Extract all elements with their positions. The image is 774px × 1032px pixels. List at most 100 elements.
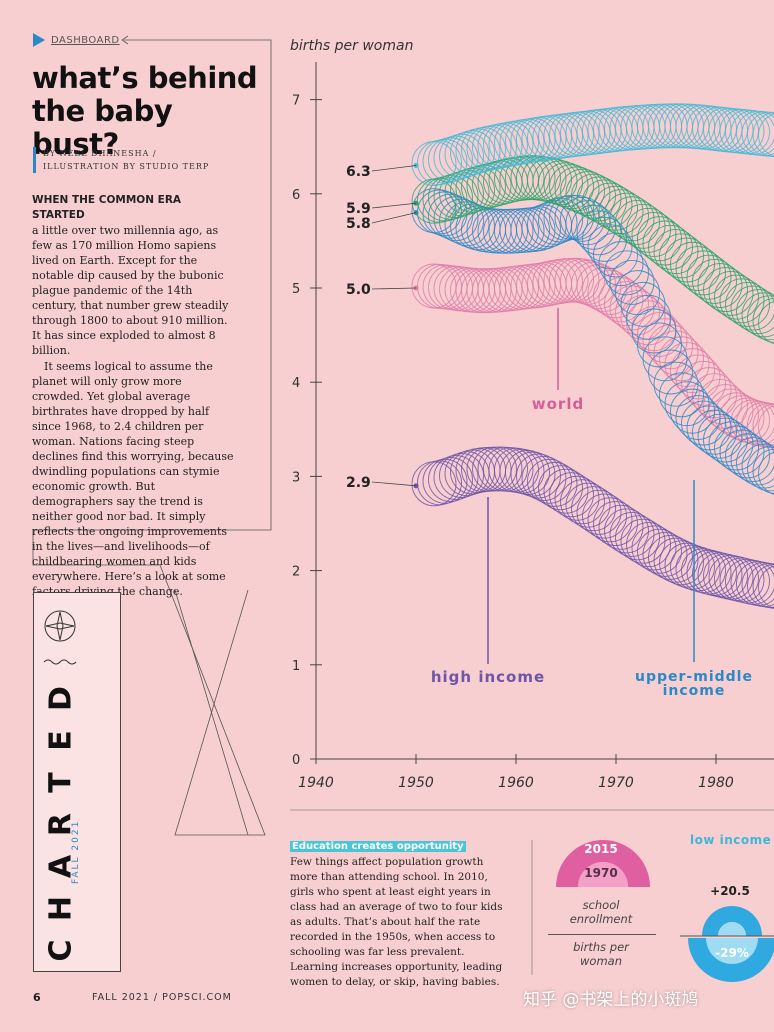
x-tick-label: 1940 [298, 775, 334, 791]
education-heading: Education creates opportunity [290, 841, 466, 852]
byline-author: BY NEEL DHANESHA / [43, 149, 157, 158]
page-title: what’s behind the baby bust? [32, 61, 258, 161]
series-ring [758, 565, 774, 609]
article-body: WHEN THE COMMON ERA STARTED a little ove… [32, 193, 234, 599]
series-ring [697, 552, 743, 598]
series-ring [747, 295, 774, 341]
axis-ticks: 0 1 2 3 4 5 6 7 1940 1950 1960 1970 1980 [292, 94, 774, 791]
section-tag-label[interactable]: DASHBOARD [51, 34, 120, 46]
series-ring [747, 446, 774, 492]
wave-icon [43, 659, 77, 665]
start-value-label: 6.3 [346, 164, 371, 180]
series-ring [444, 131, 490, 177]
series-ring [598, 189, 644, 235]
series-ring [428, 137, 473, 183]
series-lower-middle-income [411, 155, 774, 345]
series-ring [466, 125, 512, 171]
series-ring [725, 282, 770, 327]
series-ring [730, 437, 774, 482]
y-tick-label: 2 [292, 565, 300, 580]
series-ring [516, 206, 561, 252]
charted-letter-c: C [43, 939, 79, 962]
series-ring [752, 403, 774, 449]
series-ring [631, 525, 677, 571]
series-ring [615, 199, 660, 245]
series-ring [758, 405, 774, 449]
low-income-births-change: -29% [715, 946, 749, 960]
series-ring [593, 185, 638, 231]
series-ring [538, 160, 583, 206]
series-ring [703, 553, 748, 599]
series-ring [626, 522, 671, 568]
legend-divider [548, 934, 656, 935]
series-ring [752, 298, 774, 343]
series-ring [659, 540, 704, 586]
byline: BY NEEL DHANESHA / ILLUSTRATION BY STUDI… [33, 147, 209, 173]
series-layer [411, 103, 774, 609]
series-ring [752, 112, 774, 158]
series-ring [587, 270, 633, 315]
article-lead: WHEN THE COMMON ERA STARTED [32, 194, 182, 221]
series-ring [505, 155, 550, 201]
x-tick-label: 1980 [698, 775, 734, 791]
section-tag[interactable]: DASHBOARD [33, 33, 120, 47]
start-leader-line [371, 202, 417, 209]
series-ring [604, 192, 649, 238]
series-ring [422, 458, 468, 504]
y-tick-label: 1 [292, 659, 300, 674]
series-ring [609, 196, 655, 242]
series-ring [433, 455, 479, 501]
series-ring [686, 254, 732, 300]
series-ring [576, 489, 622, 535]
start-value-label: 2.9 [346, 475, 371, 491]
series-ring [752, 448, 774, 494]
series-ring [560, 168, 605, 214]
series-ring [703, 267, 748, 313]
series-label: high income [431, 668, 545, 686]
series-ring [554, 475, 600, 521]
byline-illustration: ILLUSTRATION BY STUDIO TERP [43, 162, 210, 171]
series-ring [571, 486, 616, 532]
series-ring [686, 405, 732, 451]
series-ring [439, 133, 484, 179]
series-ring [714, 274, 759, 320]
legend-school-enrollment: school enrollment [569, 898, 633, 926]
series-ring [565, 171, 611, 217]
series-ring [758, 113, 774, 157]
series-ring [593, 501, 638, 547]
series-ring [670, 544, 715, 590]
start-value-label: 5.8 [346, 216, 371, 232]
series-ring [642, 336, 688, 382]
series-ring [565, 482, 611, 528]
x-tick-label: 1960 [498, 775, 534, 791]
page-number: 6 [33, 991, 41, 1004]
series-ring [587, 224, 633, 270]
series-ring [483, 208, 528, 254]
series-ring [703, 417, 748, 463]
legend-births-per-woman: births per woman [573, 940, 629, 968]
series-ring [549, 257, 594, 303]
series-ring [549, 472, 594, 518]
series-ring [697, 263, 743, 309]
series-ring [697, 413, 743, 459]
series-ring [736, 440, 774, 486]
series-world [411, 257, 774, 449]
compass-icon [44, 610, 76, 642]
article-para-2: It seems logical to assume the planet wi… [32, 360, 234, 598]
fertility-chart: births per woman 0 1 2 3 4 5 6 7 1940 1950 1960 197… [290, 38, 774, 791]
series-label: world [532, 395, 584, 413]
footer-source[interactable]: FALL 2021 / POPSCI.COM [92, 992, 232, 1003]
series-ring [692, 551, 737, 596]
watermark: 知乎 @书架上的小斑鸠 [523, 990, 699, 1010]
series-ring [576, 176, 622, 222]
low-income-arc-graphic [680, 906, 774, 982]
series-ring [692, 409, 737, 455]
y-tick-label: 0 [292, 753, 300, 768]
series-ring [604, 508, 649, 554]
start-leader-line [371, 212, 417, 224]
series-ring [428, 457, 473, 502]
series-ring [692, 258, 737, 304]
series-ring [582, 179, 627, 225]
